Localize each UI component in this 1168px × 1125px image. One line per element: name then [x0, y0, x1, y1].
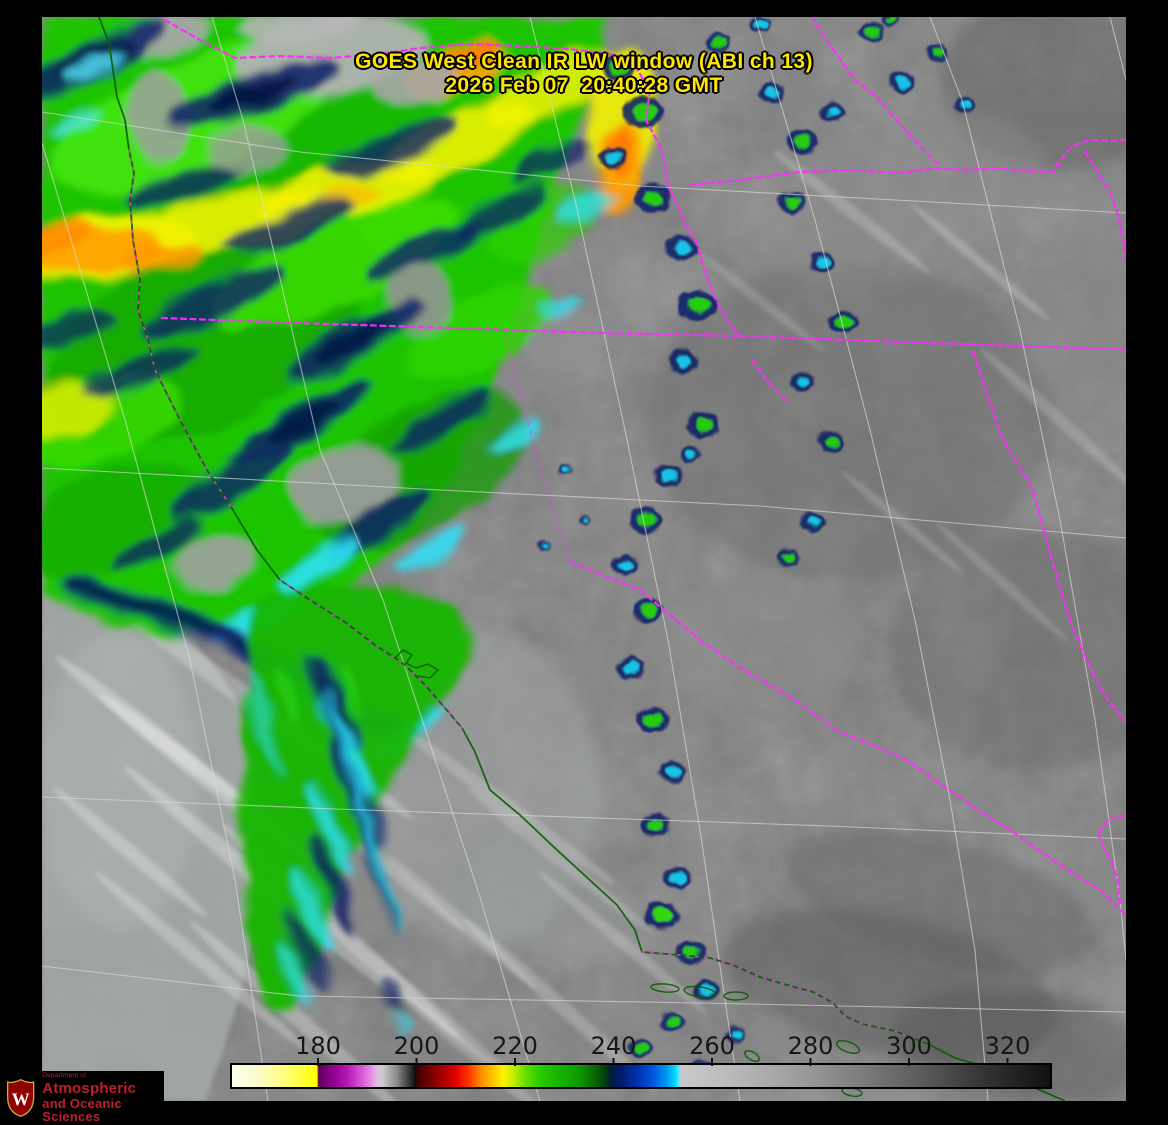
logo-dept-of: Department of	[42, 1071, 87, 1079]
colorbar: 180 200 220 240 260 280 300 320	[230, 1032, 1052, 1089]
aos-logo: W Department of Atmospheric and Oceanic …	[0, 1071, 164, 1125]
colorbar-tick-label: 320	[985, 1032, 1031, 1060]
colorbar-tick-label: 280	[788, 1032, 834, 1060]
colorbar-tick-label: 240	[591, 1032, 637, 1060]
uw-crest-icon: W	[6, 1078, 35, 1117]
colorbar-tick-label: 200	[394, 1032, 440, 1060]
colorbar-tick-label: 300	[886, 1032, 932, 1060]
colorbar-tick-label: 260	[689, 1032, 735, 1060]
state-borders	[160, 17, 1126, 917]
colorbar-tick-label: 180	[295, 1032, 341, 1060]
lat-lon-graticule	[42, 17, 1126, 1101]
logo-oceanic: and Oceanic Sciences	[42, 1096, 122, 1125]
crest-letter: W	[12, 1090, 30, 1110]
logo-atmospheric: Atmospheric	[42, 1080, 137, 1098]
logo-text: Department of Atmospheric and Oceanic Sc…	[42, 1071, 164, 1125]
cold-cloud-mass	[42, 17, 657, 1036]
colorbar-gradient	[232, 1065, 1050, 1087]
colorbar-ticks: 180 200 220 240 260 280 300 320	[295, 1032, 1030, 1066]
coastline	[98, 17, 1066, 1101]
colorbar-tick-label: 220	[492, 1032, 538, 1060]
convective-cells	[539, 17, 975, 1083]
cirrus-streaks	[42, 150, 1126, 1101]
